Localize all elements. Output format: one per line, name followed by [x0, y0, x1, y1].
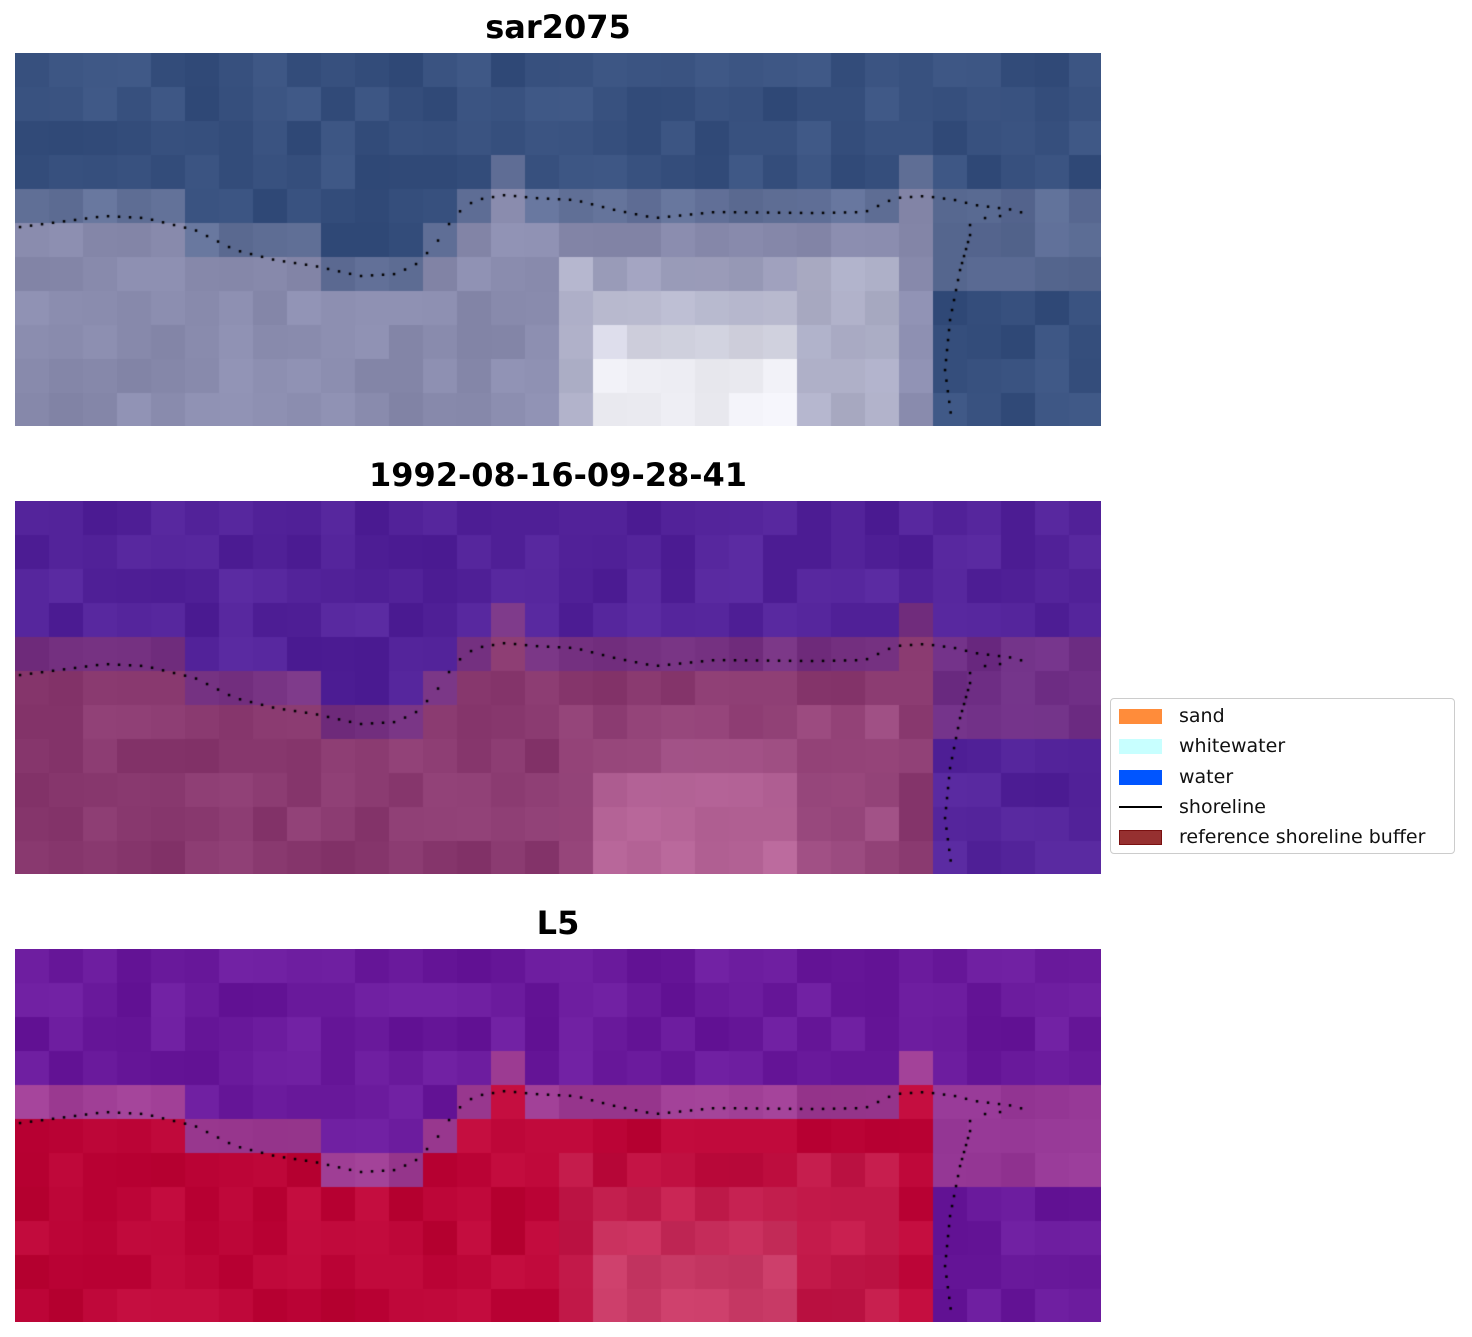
legend: sand whitewater water shoreline referenc…: [1110, 698, 1455, 854]
legend-label: water: [1179, 766, 1234, 788]
water-swatch: [1119, 769, 1162, 785]
legend-item-whitewater: whitewater: [1119, 735, 1285, 757]
panel-title-1: sar2075: [485, 8, 631, 46]
legend-label: whitewater: [1179, 735, 1286, 757]
sand-swatch: [1119, 708, 1162, 724]
legend-item-buffer: reference shoreline buffer: [1119, 826, 1425, 848]
buffer-swatch: [1119, 829, 1162, 845]
panel-title-2: 1992-08-16-09-28-41: [368, 456, 748, 494]
classified-image: [15, 501, 1101, 874]
legend-label: sand: [1179, 705, 1225, 727]
legend-item-shoreline: shoreline: [1119, 796, 1266, 818]
whitewater-swatch: [1119, 738, 1162, 754]
legend-item-sand: sand: [1119, 705, 1225, 727]
index-image: [15, 949, 1101, 1322]
shoreline-line-icon: [1119, 805, 1162, 809]
legend-label: reference shoreline buffer: [1179, 826, 1426, 848]
legend-label: shoreline: [1179, 796, 1266, 818]
legend-item-water: water: [1119, 766, 1233, 788]
satellite-image-rgb: [15, 53, 1101, 426]
panel-title-3: L5: [536, 904, 580, 942]
